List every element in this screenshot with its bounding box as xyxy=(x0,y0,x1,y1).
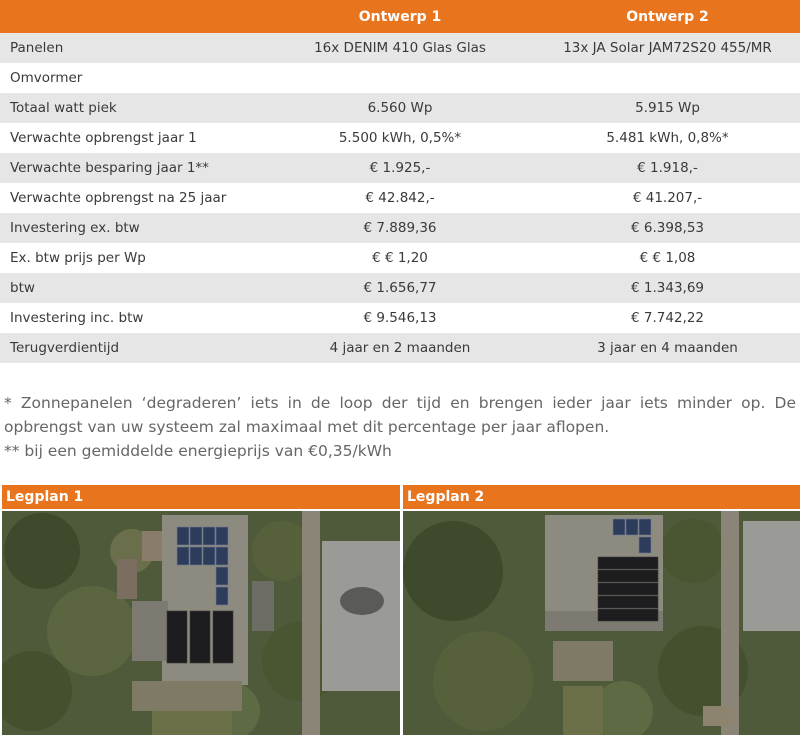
row-value-ontwerp-2: € 7.742,22 xyxy=(535,303,800,333)
row-label: Investering inc. btw xyxy=(0,303,265,333)
row-value-ontwerp-1: 4 jaar en 2 maanden xyxy=(265,333,535,363)
footnote-energy-price: ** bij een gemiddelde energieprijs van €… xyxy=(4,442,392,460)
row-value-ontwerp-2: € € 1,08 xyxy=(535,243,800,273)
table-row: Ex. btw prijs per Wp € € 1,20 € € 1,08 xyxy=(0,243,800,273)
row-value-ontwerp-2: 5.915 Wp xyxy=(535,93,800,123)
row-value-ontwerp-2: € 1.918,- xyxy=(535,153,800,183)
comparison-table: Ontwerp 1 Ontwerp 2 Panelen 16x DENIM 41… xyxy=(0,0,800,363)
row-value-ontwerp-2: € 41.207,- xyxy=(535,183,800,213)
table-row: Panelen 16x DENIM 410 Glas Glas 13x JA S… xyxy=(0,33,800,63)
row-value-ontwerp-2: € 6.398,53 xyxy=(535,213,800,243)
table-row: Totaal watt piek 6.560 Wp 5.915 Wp xyxy=(0,93,800,123)
row-label: Omvormer xyxy=(0,63,265,93)
header-ontwerp-2: Ontwerp 2 xyxy=(535,0,800,33)
table-row: Verwachte besparing jaar 1** € 1.925,- €… xyxy=(0,153,800,183)
table-row: Investering inc. btw € 9.546,13 € 7.742,… xyxy=(0,303,800,333)
row-label: Ex. btw prijs per Wp xyxy=(0,243,265,273)
table-header-row: Ontwerp 1 Ontwerp 2 xyxy=(0,0,800,33)
legplan-2-aerial-image xyxy=(403,511,800,735)
table-row: Verwachte opbrengst na 25 jaar € 42.842,… xyxy=(0,183,800,213)
row-label: Totaal watt piek xyxy=(0,93,265,123)
row-label: btw xyxy=(0,273,265,303)
row-label: Terugverdientijd xyxy=(0,333,265,363)
row-value-ontwerp-1: € 7.889,36 xyxy=(265,213,535,243)
legplan-1-aerial-image xyxy=(2,511,400,735)
header-ontwerp-1: Ontwerp 1 xyxy=(265,0,535,33)
legplan-2-section: Legplan 2 xyxy=(403,485,800,735)
legplan-2-title: Legplan 2 xyxy=(403,485,800,509)
row-value-ontwerp-1: € 1.656,77 xyxy=(265,273,535,303)
row-value-ontwerp-2: 3 jaar en 4 maanden xyxy=(535,333,800,363)
row-value-ontwerp-2: 5.481 kWh, 0,8%* xyxy=(535,123,800,153)
row-value-ontwerp-1: € 42.842,- xyxy=(265,183,535,213)
table-row: Terugverdientijd 4 jaar en 2 maanden 3 j… xyxy=(0,333,800,363)
row-value-ontwerp-2 xyxy=(535,63,800,93)
row-label: Verwachte opbrengst jaar 1 xyxy=(0,123,265,153)
row-value-ontwerp-1: € € 1,20 xyxy=(265,243,535,273)
table-row: Omvormer xyxy=(0,63,800,93)
row-label: Investering ex. btw xyxy=(0,213,265,243)
row-label: Verwachte opbrengst na 25 jaar xyxy=(0,183,265,213)
row-value-ontwerp-1: 5.500 kWh, 0,5%* xyxy=(265,123,535,153)
table-row: Investering ex. btw € 7.889,36 € 6.398,5… xyxy=(0,213,800,243)
row-value-ontwerp-1: € 1.925,- xyxy=(265,153,535,183)
legplan-1-section: Legplan 1 xyxy=(2,485,400,735)
row-value-ontwerp-2: € 1.343,69 xyxy=(535,273,800,303)
row-value-ontwerp-2: 13x JA Solar JAM72S20 455/MR xyxy=(535,33,800,63)
row-value-ontwerp-1 xyxy=(265,63,535,93)
row-value-ontwerp-1: 6.560 Wp xyxy=(265,93,535,123)
row-label: Verwachte besparing jaar 1** xyxy=(0,153,265,183)
legplan-1-title: Legplan 1 xyxy=(2,485,400,509)
table-row: Verwachte opbrengst jaar 1 5.500 kWh, 0,… xyxy=(0,123,800,153)
row-value-ontwerp-1: 16x DENIM 410 Glas Glas xyxy=(265,33,535,63)
footnotes: * Zonnepanelen ‘degraderen’ iets in de l… xyxy=(4,391,796,463)
header-empty xyxy=(0,0,265,33)
footnote-degradation: * Zonnepanelen ‘degraderen’ iets in de l… xyxy=(4,394,796,436)
row-label: Panelen xyxy=(0,33,265,63)
row-value-ontwerp-1: € 9.546,13 xyxy=(265,303,535,333)
table-row: btw € 1.656,77 € 1.343,69 xyxy=(0,273,800,303)
